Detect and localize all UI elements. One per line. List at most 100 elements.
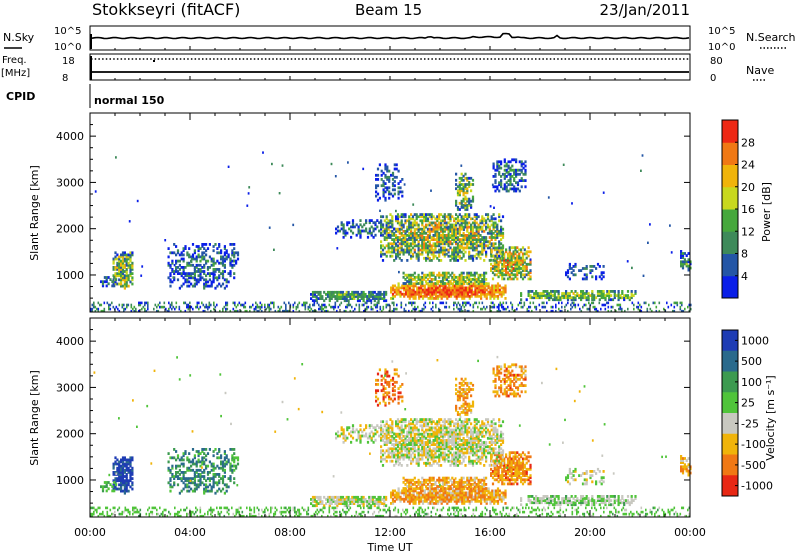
velocity-cell <box>218 450 221 453</box>
velocity-cell <box>233 477 236 480</box>
power-cell <box>512 250 515 254</box>
power-cell <box>468 271 471 275</box>
power-cell <box>105 278 108 281</box>
power-cell <box>438 288 441 292</box>
velocity-cell <box>120 458 123 462</box>
velocity-cell <box>127 468 130 472</box>
power-cell <box>496 286 500 290</box>
power-cell <box>423 244 426 248</box>
power-cell <box>147 301 149 305</box>
power-cell <box>608 292 611 295</box>
velocity-cell <box>340 498 343 501</box>
velocity-cell <box>201 458 204 462</box>
power-cell <box>208 274 211 278</box>
velocity-cell <box>425 487 428 491</box>
power-cell <box>498 229 501 233</box>
velocity-cell <box>476 495 479 499</box>
velocity-cell <box>413 480 416 484</box>
power-cell <box>273 305 275 309</box>
velocity-cell <box>491 489 494 493</box>
velocity-cell <box>414 495 417 499</box>
velocity-cell <box>504 493 507 497</box>
power-cell <box>456 215 460 219</box>
power-cell <box>168 307 170 311</box>
power-cell <box>400 301 403 305</box>
power-cell <box>125 278 128 282</box>
velocity-cell <box>427 489 430 493</box>
velocity-cell <box>191 477 195 480</box>
power-cell <box>568 292 571 295</box>
velocity-cell <box>310 502 313 505</box>
power-cell <box>566 294 570 297</box>
power-cell <box>421 275 424 279</box>
power-cell <box>681 266 685 270</box>
power-cell <box>190 255 193 259</box>
velocity-cell <box>446 491 449 495</box>
velocity-cell <box>465 495 468 499</box>
velocity-cell <box>435 489 438 493</box>
power-cell <box>438 225 441 229</box>
power-cell <box>459 290 462 294</box>
power-cell <box>93 303 95 307</box>
power-cell <box>408 231 411 235</box>
power-cell <box>319 307 322 311</box>
power-cell <box>206 272 210 275</box>
velocity-cell <box>366 504 369 508</box>
velocity-cell <box>440 502 443 505</box>
power-cell <box>412 288 415 292</box>
velocity-cell <box>460 483 463 486</box>
velocity-cell <box>397 487 400 491</box>
power-cell <box>451 223 454 227</box>
power-cell <box>563 292 566 295</box>
power-cell <box>501 231 505 235</box>
power-cell <box>520 273 523 277</box>
power-cell <box>438 221 441 225</box>
power-cell <box>315 297 318 300</box>
power-cell <box>492 223 495 227</box>
power-cell <box>472 290 475 294</box>
power-cell <box>505 248 508 252</box>
velocity-cell <box>131 473 134 476</box>
power-cell <box>496 246 499 250</box>
power-cell <box>373 299 376 303</box>
power-cell <box>402 275 405 279</box>
power-cell <box>490 219 493 223</box>
power-cell <box>451 227 454 231</box>
power-cell <box>381 244 385 248</box>
velocity-cell <box>236 456 240 460</box>
power-cell <box>683 252 686 255</box>
power-cell <box>687 266 690 270</box>
power-cell <box>380 184 383 188</box>
power-cell <box>396 238 400 241</box>
power-cell <box>456 244 460 248</box>
power-cell <box>361 225 364 229</box>
power-cell <box>455 178 458 182</box>
power-cell <box>118 257 121 261</box>
velocity-cell <box>412 502 415 505</box>
velocity-cell <box>212 466 215 470</box>
power-cell <box>510 301 512 305</box>
velocity-cell <box>212 483 215 487</box>
power-cell <box>169 251 172 255</box>
velocity-cell <box>120 473 123 476</box>
velocity-cell <box>167 452 170 455</box>
velocity-cell <box>330 502 333 505</box>
power-cell <box>456 219 460 223</box>
power-cell <box>129 270 132 273</box>
power-cell <box>384 186 387 190</box>
power-cell <box>406 286 410 290</box>
velocity-cell <box>568 497 571 500</box>
power-cell <box>676 303 679 307</box>
velocity-cell <box>356 502 360 505</box>
power-cell <box>381 248 385 252</box>
power-cell <box>680 250 683 253</box>
power-cell <box>565 273 568 277</box>
velocity-cell <box>470 483 473 486</box>
velocity-cell <box>466 497 470 501</box>
power-cell <box>552 305 554 309</box>
power-cell <box>220 257 223 261</box>
power-cell <box>506 271 510 275</box>
power-cell <box>589 271 592 275</box>
power-cell <box>491 292 494 296</box>
power-cell <box>421 215 424 219</box>
